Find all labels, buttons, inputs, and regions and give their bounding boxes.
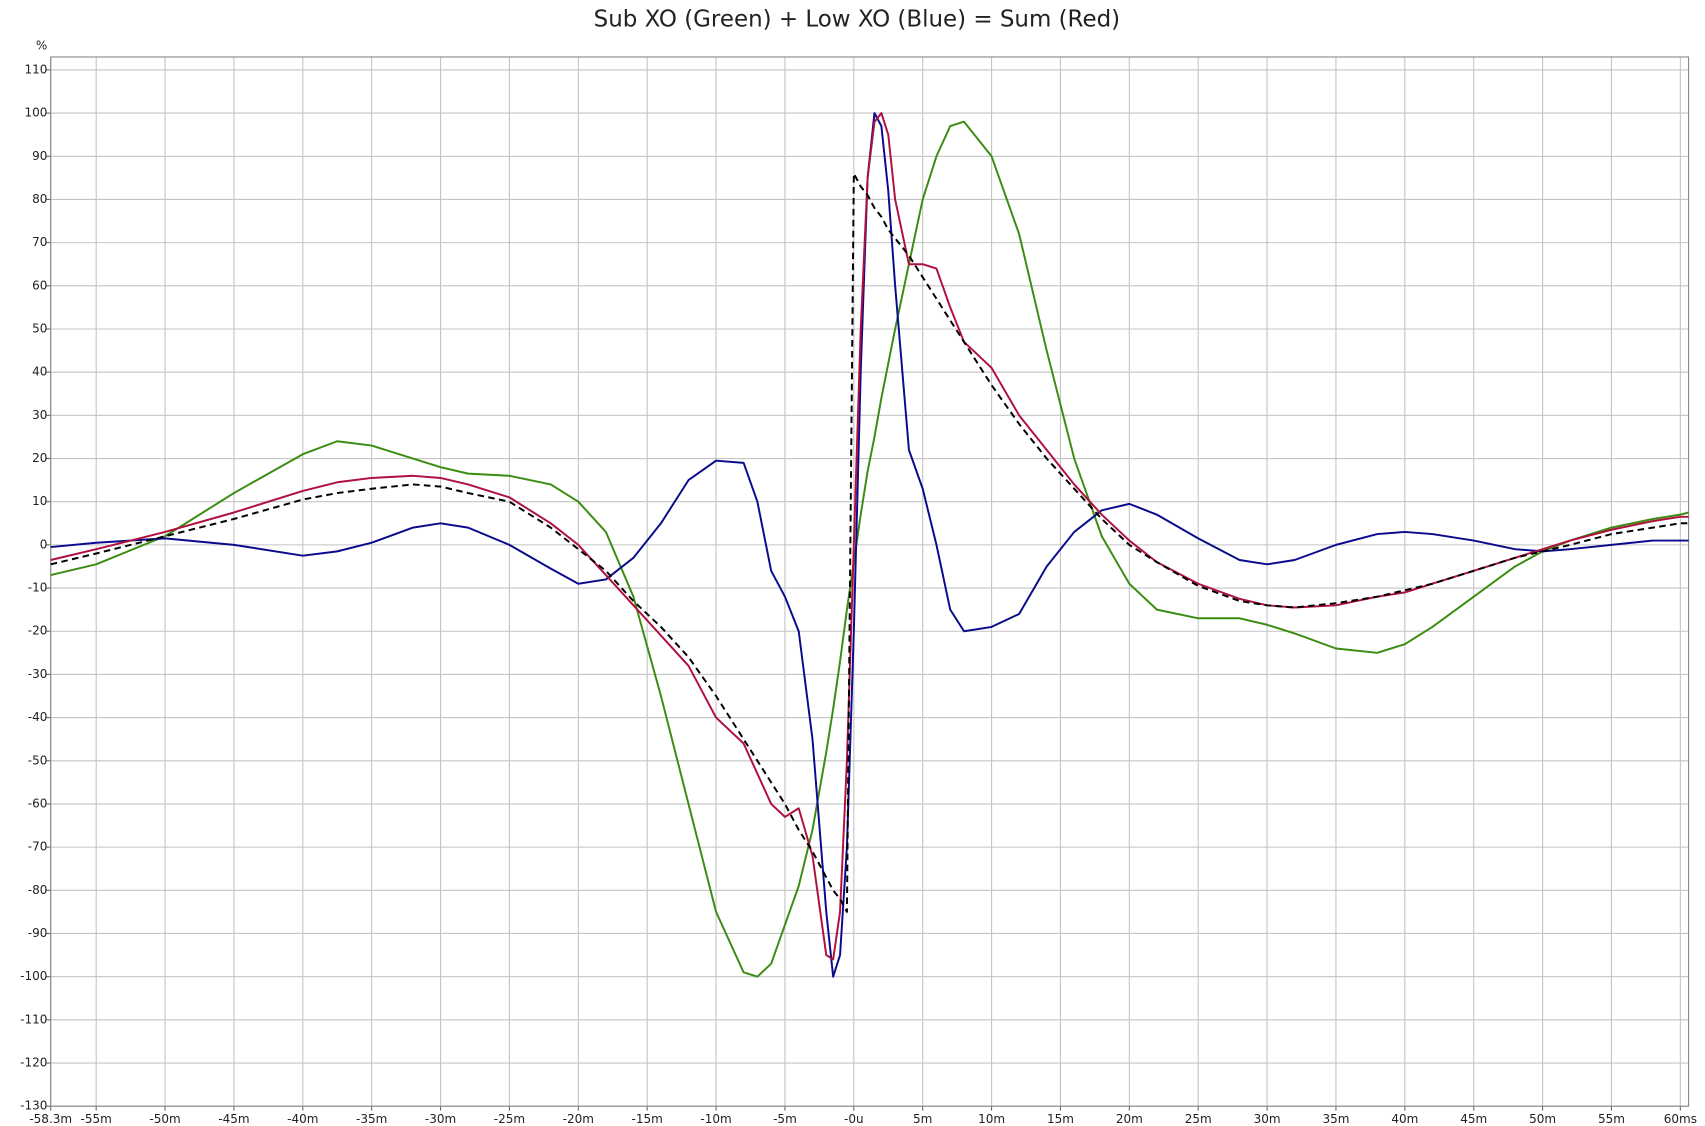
chart-title: Sub XO (Green) + Low XO (Blue) = Sum (Re… xyxy=(594,6,1120,32)
x-tick-label: 35m xyxy=(1322,1112,1349,1126)
x-tick-label: 10m xyxy=(978,1112,1005,1126)
y-tick-label: -80 xyxy=(28,883,48,897)
y-axis-unit: % xyxy=(36,39,47,53)
y-tick-label: -110 xyxy=(20,1012,47,1026)
y-tick-label: 110 xyxy=(24,62,47,76)
x-tick-label: 45m xyxy=(1460,1112,1487,1126)
x-tick-label: -30m xyxy=(425,1112,456,1126)
x-tick-label: -25m xyxy=(494,1112,525,1126)
y-tick-label: 30 xyxy=(32,408,47,422)
x-tick-label: -50m xyxy=(149,1112,180,1126)
y-tick-label: -70 xyxy=(28,840,48,854)
x-tick-label: -58.3m xyxy=(29,1112,72,1126)
x-tick-label: -5m xyxy=(773,1112,797,1126)
x-tick-label: 40m xyxy=(1391,1112,1418,1126)
x-tick-label: 30m xyxy=(1254,1112,1281,1126)
y-tick-label: -100 xyxy=(20,969,47,983)
y-tick-label: 60 xyxy=(32,278,47,292)
y-tick-label: -120 xyxy=(20,1056,47,1070)
x-tick-label: -55m xyxy=(80,1112,111,1126)
y-tick-label: 10 xyxy=(32,494,47,508)
y-tick-label: 20 xyxy=(32,451,47,465)
y-tick-label: -130 xyxy=(20,1099,47,1113)
x-tick-label: 20m xyxy=(1116,1112,1143,1126)
y-tick-label: 100 xyxy=(24,106,47,120)
y-tick-label: -90 xyxy=(28,926,48,940)
y-tick-label: -40 xyxy=(28,710,48,724)
x-tick-label: -45m xyxy=(218,1112,249,1126)
x-tick-label: 50m xyxy=(1529,1112,1556,1126)
x-tick-label: -20m xyxy=(563,1112,594,1126)
x-tick-label: -10m xyxy=(700,1112,731,1126)
x-tick-label: 15m xyxy=(1047,1112,1074,1126)
y-tick-label: 90 xyxy=(32,149,47,163)
y-tick-label: -30 xyxy=(28,667,48,681)
y-tick-label: 50 xyxy=(32,321,47,335)
x-tick-label: 55m xyxy=(1598,1112,1625,1126)
y-tick-label: 70 xyxy=(32,235,47,249)
x-tick-label: -15m xyxy=(632,1112,663,1126)
x-tick-label: 25m xyxy=(1185,1112,1212,1126)
x-tick-label: 60ms xyxy=(1664,1112,1697,1126)
series-line xyxy=(50,112,1689,978)
y-tick-label: -60 xyxy=(28,796,48,810)
x-tick-label: -0u xyxy=(844,1112,864,1126)
y-tick-label: 40 xyxy=(32,365,47,379)
series-line xyxy=(50,172,1689,913)
x-tick-label: -40m xyxy=(287,1112,318,1126)
x-tick-label: -35m xyxy=(356,1112,387,1126)
plot-border xyxy=(50,56,1690,1107)
y-tick-label: -10 xyxy=(28,581,48,595)
y-tick-label: -20 xyxy=(28,624,48,638)
y-tick-label: 80 xyxy=(32,192,47,206)
y-tick-label: 0 xyxy=(40,537,48,551)
series-line xyxy=(50,120,1689,978)
y-tick-label: -50 xyxy=(28,753,48,767)
x-tick-label: 5m xyxy=(913,1112,932,1126)
